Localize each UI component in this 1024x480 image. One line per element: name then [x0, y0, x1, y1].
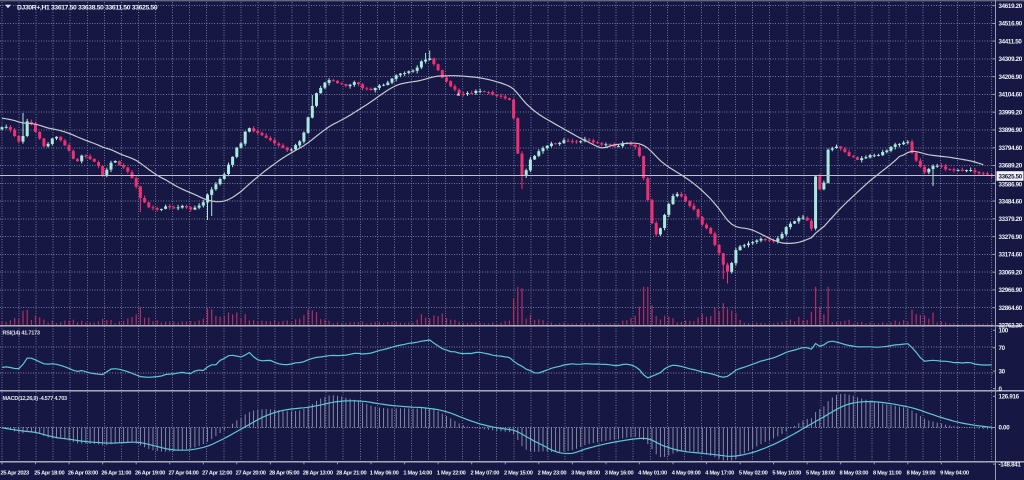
- svg-text:27 Apr 04:00: 27 Apr 04:00: [169, 470, 199, 476]
- svg-text:32864.60: 32864.60: [999, 305, 1023, 312]
- svg-text:33625.50: 33625.50: [999, 174, 1023, 181]
- svg-text:3 May 16:00: 3 May 16:00: [605, 470, 634, 476]
- svg-text:32966.90: 32966.90: [999, 287, 1023, 294]
- svg-text:34104.60: 34104.60: [999, 92, 1023, 99]
- svg-text:34309.20: 34309.20: [999, 56, 1023, 63]
- svg-text:28 Apr 21:00: 28 Apr 21:00: [336, 470, 366, 476]
- svg-text:34206.90: 34206.90: [999, 74, 1023, 81]
- svg-text:28 Apr 05:00: 28 Apr 05:00: [269, 470, 299, 476]
- svg-text:33276.90: 33276.90: [999, 234, 1023, 241]
- svg-text:1 May 22:00: 1 May 22:00: [437, 470, 466, 476]
- svg-text:2 May 07:00: 2 May 07:00: [471, 470, 500, 476]
- svg-text:0.00: 0.00: [999, 425, 1011, 432]
- svg-text:8 May 11:00: 8 May 11:00: [873, 470, 901, 476]
- svg-text:34619.20: 34619.20: [999, 3, 1023, 10]
- svg-text:2 May 15:00: 2 May 15:00: [504, 470, 533, 476]
- svg-text:4 May 17:00: 4 May 17:00: [705, 470, 734, 476]
- svg-text:26 Apr 11:00: 26 Apr 11:00: [101, 470, 131, 476]
- svg-text:8 May 03:00: 8 May 03:00: [840, 470, 869, 476]
- svg-text:5 May 10:00: 5 May 10:00: [772, 470, 801, 476]
- svg-text:27 Apr 20:00: 27 Apr 20:00: [236, 470, 266, 476]
- svg-text:8 May 19:00: 8 May 19:00: [907, 470, 936, 476]
- svg-text:70: 70: [999, 345, 1006, 352]
- svg-text:4 May 09:00: 4 May 09:00: [672, 470, 701, 476]
- svg-text:33999.20: 33999.20: [999, 109, 1023, 116]
- svg-text:4 May 01:00: 4 May 01:00: [638, 470, 667, 476]
- svg-text:1 May 14:00: 1 May 14:00: [403, 470, 432, 476]
- svg-text:32762.30: 32762.30: [999, 323, 1023, 330]
- svg-text:34411.50: 34411.50: [999, 38, 1023, 45]
- svg-text:26 Apr 19:00: 26 Apr 19:00: [135, 470, 165, 476]
- svg-text:33794.60: 33794.60: [999, 145, 1023, 152]
- svg-text:1 May 06:00: 1 May 06:00: [370, 470, 399, 476]
- svg-text:5 May 02:00: 5 May 02:00: [739, 470, 768, 476]
- svg-text:33484.60: 33484.60: [999, 198, 1023, 205]
- svg-text:2 May 23:00: 2 May 23:00: [538, 470, 567, 476]
- svg-text:-148.841: -148.841: [999, 461, 1022, 468]
- svg-text:33069.20: 33069.20: [999, 269, 1023, 276]
- svg-text:25 Apr 2023: 25 Apr 2023: [1, 470, 30, 476]
- svg-text:MACD(12,26,9) -4.577 4.703: MACD(12,26,9) -4.577 4.703: [3, 396, 68, 402]
- svg-text:34516.90: 34516.90: [999, 21, 1023, 28]
- svg-text:26 Apr 03:00: 26 Apr 03:00: [68, 470, 98, 476]
- svg-text:5 May 18:00: 5 May 18:00: [806, 470, 835, 476]
- svg-text:33174.60: 33174.60: [999, 252, 1023, 259]
- svg-text:27 Apr 12:00: 27 Apr 12:00: [202, 470, 232, 476]
- svg-text:3 May 08:00: 3 May 08:00: [571, 470, 600, 476]
- svg-text:33689.20: 33689.20: [999, 163, 1023, 170]
- svg-text:RSI(14) 41.7173: RSI(14) 41.7173: [3, 331, 40, 337]
- svg-text:33586.90: 33586.90: [999, 182, 1023, 189]
- svg-text:DJ30R+,H1 33617.50 33638.50 3: DJ30R+,H1 33617.50 33638.50 33611.50 336…: [17, 4, 158, 11]
- svg-text:33379.20: 33379.20: [999, 216, 1023, 223]
- svg-text:30: 30: [999, 368, 1006, 375]
- svg-text:126.916: 126.916: [999, 394, 1020, 401]
- svg-text:33896.90: 33896.90: [999, 127, 1023, 134]
- svg-text:25 Apr 18:00: 25 Apr 18:00: [34, 470, 64, 476]
- svg-text:0: 0: [999, 386, 1003, 393]
- svg-text:100: 100: [999, 328, 1009, 335]
- svg-text:28 Apr 13:00: 28 Apr 13:00: [303, 470, 333, 476]
- svg-text:9 May 04:00: 9 May 04:00: [940, 470, 969, 476]
